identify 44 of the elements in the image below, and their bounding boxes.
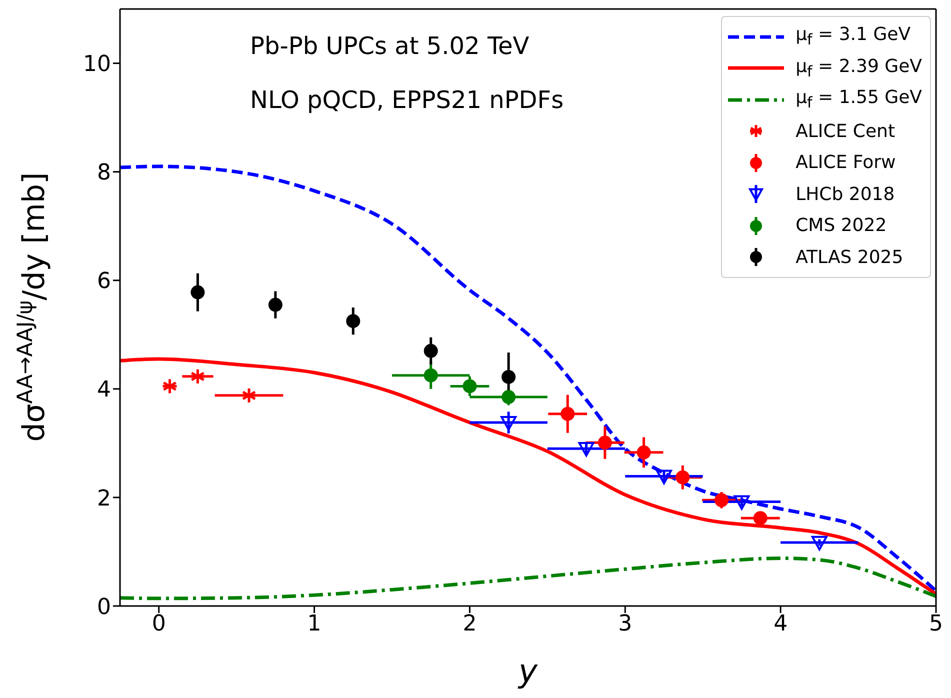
x-tick-label: 4 (774, 612, 788, 637)
y-tick-label: 0 (97, 594, 111, 620)
legend-label: ALICE Cent (796, 120, 896, 142)
point (714, 493, 729, 508)
point (598, 436, 612, 450)
point (811, 536, 828, 550)
y-tick-label: 4 (97, 378, 111, 403)
point (502, 390, 516, 404)
legend-label: μ$_{f}$ = 1.55 GeV (796, 87, 922, 112)
y-tick-label: 8 (97, 160, 111, 186)
point (424, 368, 438, 382)
point (656, 470, 672, 484)
point (268, 298, 282, 312)
point (676, 470, 690, 484)
point (462, 379, 477, 394)
point (560, 406, 575, 421)
point (500, 416, 517, 431)
line-series (120, 357, 936, 596)
x-tick-label: 3 (618, 612, 632, 637)
legend-label: ALICE Forw (796, 152, 896, 174)
point (734, 495, 750, 510)
point (578, 442, 594, 457)
point (636, 445, 651, 460)
point (346, 314, 360, 328)
legend-label: CMS 2022 (796, 215, 887, 236)
x-tick-label: 0 (152, 612, 166, 637)
annotation: Pb-Pb UPCs at 5.02 TeV (250, 32, 530, 60)
y-tick-label: 6 (97, 269, 111, 294)
legend-label: ATLAS 2025 (796, 246, 904, 268)
point (502, 370, 516, 384)
legend-label: μ$_{f}$ = 2.39 GeV (796, 56, 922, 81)
x-tick-label: 2 (462, 612, 477, 637)
line-series (120, 556, 936, 600)
point (753, 511, 768, 526)
annotation: NLO pQCD, EPPS21 nPDFs (250, 86, 564, 114)
x-tick-label: 1 (307, 612, 322, 637)
point (190, 285, 205, 300)
legend-label: LHCb 2018 (796, 184, 895, 205)
y-tick-label: 10 (83, 52, 111, 78)
legend-label: μ$_{f}$ = 3.1 GeV (796, 24, 911, 50)
point (424, 344, 438, 358)
x-tick-label: 5 (929, 612, 943, 637)
x-axis-title: y (518, 652, 539, 690)
y-tick-label: 2 (97, 486, 111, 512)
